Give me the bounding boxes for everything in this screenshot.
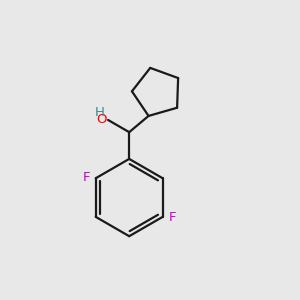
- Text: F: F: [168, 211, 176, 224]
- Text: O: O: [96, 113, 106, 127]
- Text: H: H: [95, 106, 105, 119]
- Text: F: F: [82, 171, 90, 184]
